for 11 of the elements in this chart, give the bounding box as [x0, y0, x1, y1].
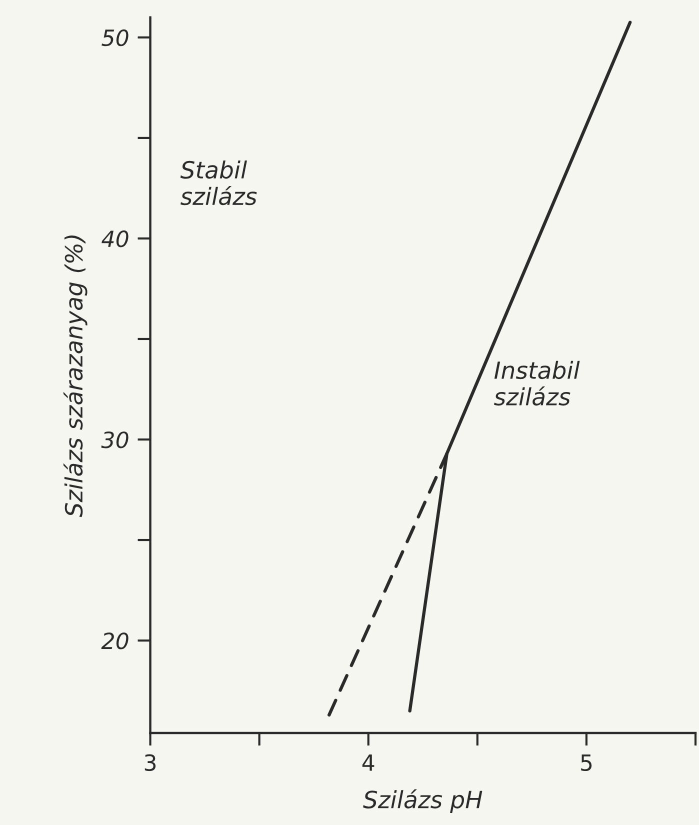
x-axis-title: Szilázs pH [363, 789, 482, 814]
annotation: Stabil szilázs [180, 160, 257, 206]
x-tick-label: 3 [144, 754, 156, 772]
y-tick-label: 40 [102, 230, 128, 248]
y-axis-title: Szilázs szárazanyag (%) [63, 236, 88, 518]
y-tick-label: 50 [102, 29, 128, 46]
y-tick-label: 30 [101, 431, 128, 448]
x-tick-label: 4 [362, 754, 374, 771]
annotation: Instabil szilázs [494, 360, 580, 406]
x-tick-label: 5 [581, 754, 592, 772]
y-tick-label: 20 [101, 632, 128, 650]
